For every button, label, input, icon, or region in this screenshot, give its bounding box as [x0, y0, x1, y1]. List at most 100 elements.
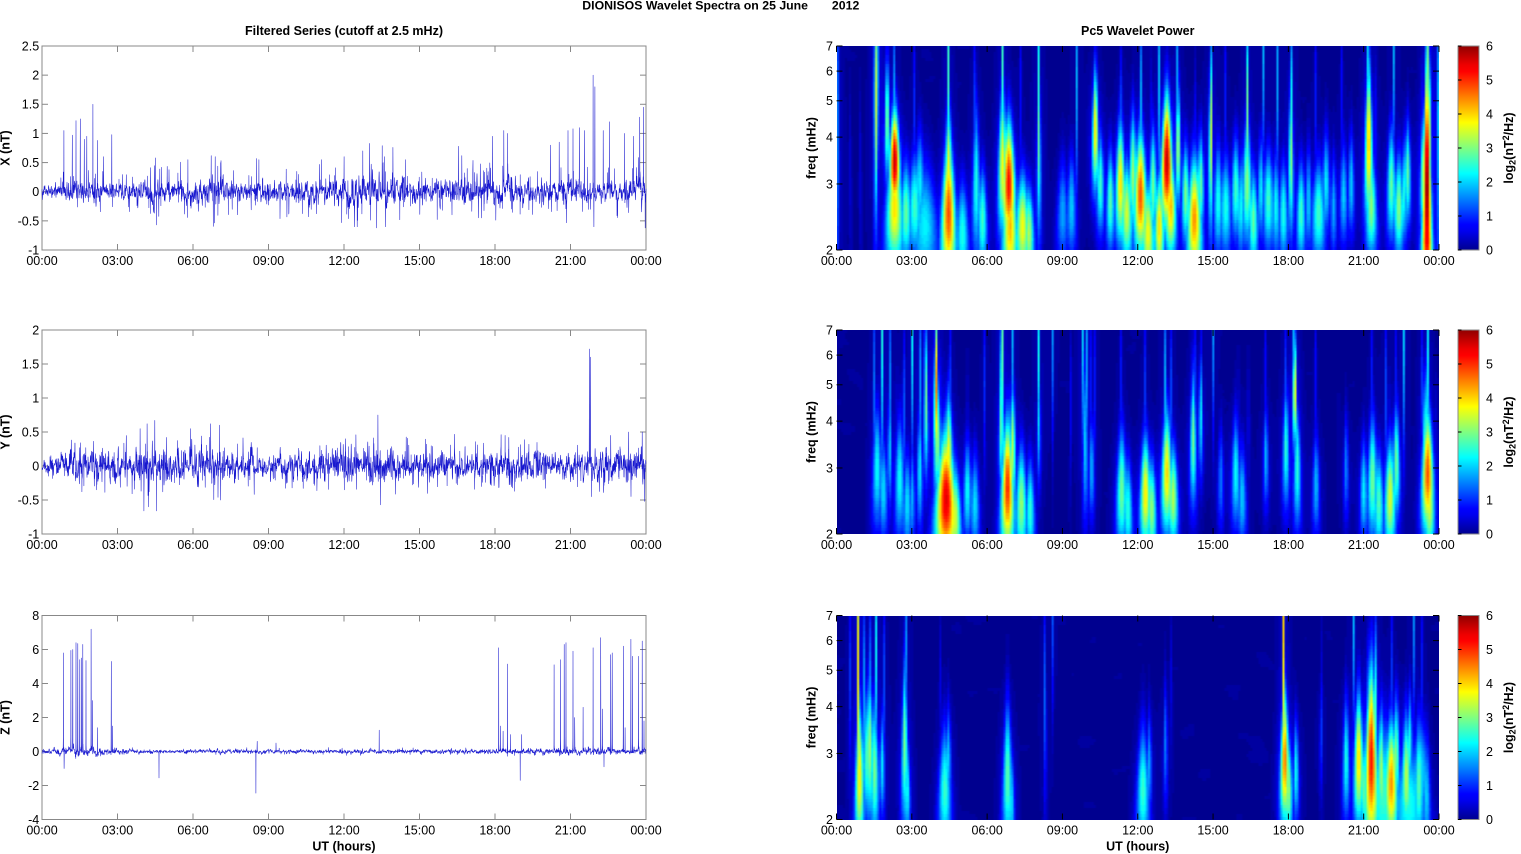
svg-text:00:00: 00:00	[1423, 823, 1454, 837]
svg-text:DIONISOS Wavelet Spectra on 25: DIONISOS Wavelet Spectra on 25 June 2012	[582, 0, 859, 13]
svg-text:15:00: 15:00	[1197, 254, 1228, 268]
svg-text:1.5: 1.5	[22, 357, 39, 371]
svg-text:Y (nT): Y (nT)	[0, 414, 12, 449]
svg-text:-4: -4	[28, 813, 39, 827]
svg-text:06:00: 06:00	[971, 254, 1002, 268]
svg-text:18:00: 18:00	[479, 823, 510, 837]
svg-text:5: 5	[1486, 643, 1493, 657]
svg-text:-0.5: -0.5	[18, 493, 40, 507]
svg-text:5: 5	[1486, 73, 1493, 87]
svg-text:21:00: 21:00	[555, 254, 586, 268]
svg-text:-1: -1	[28, 527, 39, 541]
svg-text:18:00: 18:00	[1273, 538, 1304, 552]
svg-text:06:00: 06:00	[177, 538, 208, 552]
svg-text:7: 7	[826, 609, 833, 623]
svg-text:log2(nT2/Hz): log2(nT2/Hz)	[1501, 396, 1518, 467]
svg-text:15:00: 15:00	[404, 254, 435, 268]
svg-text:15:00: 15:00	[1197, 538, 1228, 552]
svg-text:12:00: 12:00	[1122, 254, 1153, 268]
svg-text:2.5: 2.5	[22, 39, 39, 53]
svg-text:0: 0	[1486, 527, 1493, 541]
svg-text:15:00: 15:00	[404, 538, 435, 552]
svg-text:3: 3	[1486, 711, 1493, 725]
svg-text:0.5: 0.5	[22, 156, 39, 170]
svg-text:freq (mHz): freq (mHz)	[805, 401, 819, 463]
svg-text:06:00: 06:00	[177, 254, 208, 268]
svg-text:6: 6	[1486, 323, 1493, 337]
svg-text:21:00: 21:00	[1348, 538, 1379, 552]
svg-text:03:00: 03:00	[102, 538, 133, 552]
svg-text:12:00: 12:00	[328, 823, 359, 837]
svg-text:15:00: 15:00	[404, 823, 435, 837]
svg-text:5: 5	[826, 664, 833, 678]
svg-text:2: 2	[1486, 175, 1493, 189]
svg-text:6: 6	[1486, 609, 1493, 623]
svg-text:3: 3	[1486, 141, 1493, 155]
svg-text:00:00: 00:00	[630, 538, 661, 552]
svg-text:4: 4	[1486, 107, 1493, 121]
svg-text:4: 4	[1486, 677, 1493, 691]
svg-text:4: 4	[32, 677, 39, 691]
svg-text:UT (hours): UT (hours)	[1106, 840, 1169, 854]
svg-text:18:00: 18:00	[479, 254, 510, 268]
svg-text:4: 4	[826, 700, 833, 714]
svg-text:00:00: 00:00	[630, 823, 661, 837]
svg-text:6: 6	[826, 65, 833, 79]
svg-text:6: 6	[1486, 39, 1493, 53]
svg-text:03:00: 03:00	[896, 823, 927, 837]
svg-text:4: 4	[1486, 391, 1493, 405]
svg-text:0.5: 0.5	[22, 425, 39, 439]
svg-text:21:00: 21:00	[1348, 254, 1379, 268]
svg-text:06:00: 06:00	[177, 823, 208, 837]
svg-text:Z (nT): Z (nT)	[0, 700, 12, 735]
svg-text:09:00: 09:00	[253, 538, 284, 552]
svg-text:3: 3	[1486, 425, 1493, 439]
svg-text:18:00: 18:00	[1273, 823, 1304, 837]
svg-text:2: 2	[1486, 745, 1493, 759]
svg-text:21:00: 21:00	[555, 538, 586, 552]
svg-text:00:00: 00:00	[821, 254, 852, 268]
svg-text:03:00: 03:00	[896, 254, 927, 268]
svg-text:06:00: 06:00	[971, 538, 1002, 552]
svg-text:03:00: 03:00	[102, 823, 133, 837]
svg-text:2: 2	[1486, 459, 1493, 473]
svg-text:log2(nT2/Hz): log2(nT2/Hz)	[1501, 112, 1518, 183]
svg-text:00:00: 00:00	[821, 823, 852, 837]
svg-text:15:00: 15:00	[1197, 823, 1228, 837]
svg-text:0: 0	[32, 459, 39, 473]
svg-text:freq (mHz): freq (mHz)	[805, 687, 819, 749]
svg-text:-2: -2	[28, 779, 39, 793]
svg-text:4: 4	[826, 415, 833, 429]
svg-text:3: 3	[826, 747, 833, 761]
svg-text:2: 2	[32, 323, 39, 337]
svg-text:6: 6	[826, 634, 833, 648]
svg-text:12:00: 12:00	[328, 538, 359, 552]
svg-text:06:00: 06:00	[971, 823, 1002, 837]
svg-text:5: 5	[1486, 357, 1493, 371]
svg-text:00:00: 00:00	[26, 254, 57, 268]
svg-text:0: 0	[1486, 813, 1493, 827]
svg-text:18:00: 18:00	[1273, 254, 1304, 268]
svg-text:log2(nT2/Hz): log2(nT2/Hz)	[1501, 682, 1518, 753]
svg-text:freq (mHz): freq (mHz)	[805, 117, 819, 179]
svg-text:6: 6	[32, 643, 39, 657]
svg-text:00:00: 00:00	[1423, 538, 1454, 552]
svg-text:0: 0	[1486, 243, 1493, 257]
svg-text:7: 7	[826, 39, 833, 53]
svg-text:1: 1	[32, 127, 39, 141]
svg-text:00:00: 00:00	[26, 823, 57, 837]
svg-text:21:00: 21:00	[1348, 823, 1379, 837]
svg-text:18:00: 18:00	[479, 538, 510, 552]
svg-text:-1: -1	[28, 243, 39, 257]
svg-text:2: 2	[826, 813, 833, 827]
svg-text:03:00: 03:00	[102, 254, 133, 268]
svg-text:09:00: 09:00	[1047, 538, 1078, 552]
svg-text:4: 4	[826, 131, 833, 145]
svg-text:0: 0	[32, 745, 39, 759]
svg-text:09:00: 09:00	[1047, 254, 1078, 268]
svg-text:03:00: 03:00	[896, 538, 927, 552]
svg-text:00:00: 00:00	[26, 538, 57, 552]
svg-text:6: 6	[826, 349, 833, 363]
svg-text:2: 2	[826, 527, 833, 541]
svg-text:3: 3	[826, 177, 833, 191]
